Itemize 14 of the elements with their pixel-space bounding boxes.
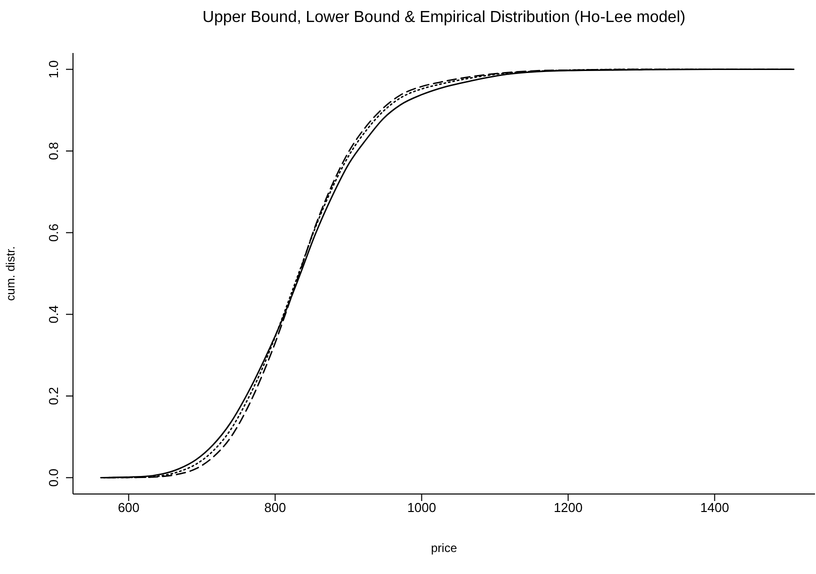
x-tick-label: 1200	[554, 500, 583, 516]
y-tick-label: 0.4	[46, 305, 61, 324]
y-tick-label: 0.0	[46, 468, 61, 487]
x-tick-label: 600	[118, 500, 140, 516]
x-axis-title: price	[430, 541, 458, 555]
x-tick-label: 800	[264, 500, 286, 516]
y-tick-label: 1.0	[46, 60, 61, 78]
y-tick-label: 0.2	[46, 386, 61, 406]
x-tick-label: 1400	[700, 500, 730, 516]
chart-title: Upper Bound, Lower Bound & Empirical Distribution (Ho-Lee model)	[202, 9, 686, 26]
y-tick-label: 0.8	[46, 142, 61, 160]
y-axis-title: cum. distr.	[3, 246, 18, 301]
x-tick-label: 1000	[407, 500, 436, 516]
y-tick-label: 0.6	[46, 224, 61, 242]
